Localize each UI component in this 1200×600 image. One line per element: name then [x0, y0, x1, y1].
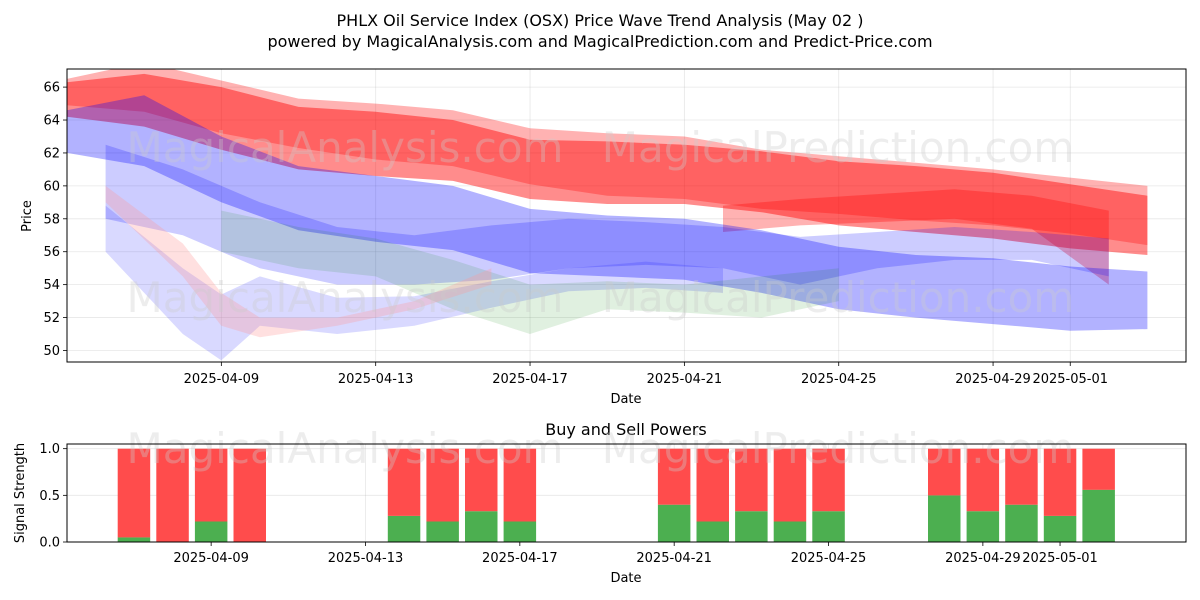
wave-band-red: [67, 69, 1148, 246]
price-y-tick-label: 56: [43, 245, 60, 260]
buy-power-bar: [928, 495, 961, 542]
price-x-axis-label: Date: [610, 392, 641, 407]
price-y-tick-label: 64: [43, 114, 60, 129]
price-x-tick-label: 2025-04-09: [184, 372, 260, 387]
buy-sell-axes: 0.0 0.5 1.0 2025-04-09 2025-04-13 2025-04-17 2…: [39, 442, 1098, 566]
sell-power-bar: [696, 448, 729, 522]
buy-sell-x-tick-label: 2025-04-17: [482, 551, 558, 566]
buy-power-bar: [812, 511, 845, 542]
buy-power-bar: [194, 521, 228, 542]
watermark-analysis-mid: MagicalAnalysis.com: [127, 273, 564, 322]
sell-power-bar: [966, 448, 1000, 512]
sell-power-bar: [387, 448, 421, 516]
chart-title-line1: PHLX Oil Service Index (OSX) Price Wave …: [337, 11, 864, 30]
buy-power-bar: [426, 521, 459, 542]
price-x-tick-label: 2025-04-17: [492, 372, 568, 387]
buy-power-bar: [1005, 504, 1038, 542]
sell-power-bar: [465, 448, 498, 512]
wave-band-red: [723, 189, 1109, 285]
price-x-tick-label: 2025-04-25: [801, 372, 877, 387]
buy-power-bar: [735, 511, 768, 542]
price-plot-frame: [66, 68, 1187, 363]
buy-sell-x-tick-label: 2025-04-25: [791, 551, 867, 566]
buy-sell-y-axis-label: Signal Strength: [13, 443, 28, 543]
price-y-tick-label: 52: [43, 311, 60, 326]
sell-power-bar: [194, 448, 228, 522]
buy-power-bar: [117, 537, 151, 542]
sell-power-bar: [1043, 448, 1077, 516]
sell-power-bar: [812, 448, 845, 512]
buy-power-bar: [657, 504, 691, 542]
buy-sell-x-tick-label: 2025-04-09: [173, 551, 249, 566]
sell-power-bar: [1082, 448, 1115, 490]
price-bands: [67, 69, 1148, 361]
wave-band-pink: [105, 185, 492, 338]
buy-power-bar: [1082, 489, 1115, 542]
buy-sell-x-tick-label: 2025-05-01: [1022, 551, 1098, 566]
chart-title-line2: powered by MagicalAnalysis.com and Magic…: [267, 32, 932, 51]
wave-band-red: [67, 73, 1148, 256]
buy-power-bar: [773, 521, 807, 542]
buy-sell-panel: Buy and Sell Powers MagicalAnalysis.com …: [13, 420, 1187, 586]
price-y-tick-label: 66: [43, 81, 60, 96]
sell-power-bar: [1005, 448, 1038, 505]
buy-sell-y-tick-label: 1.0: [39, 442, 60, 457]
price-y-tick-label: 50: [43, 344, 60, 359]
price-x-tick-label: 2025-04-21: [647, 372, 723, 387]
watermark-prediction-top: MagicalPrediction.com: [602, 123, 1075, 172]
price-x-tick-label: 2025-04-13: [338, 372, 414, 387]
wave-band-blue: [105, 205, 724, 361]
sell-power-bar: [156, 448, 189, 542]
buy-power-bar: [387, 515, 421, 542]
watermark-analysis-top: MagicalAnalysis.com: [127, 123, 564, 172]
sell-power-bar: [233, 448, 266, 542]
price-y-tick-label: 60: [43, 179, 60, 194]
sell-power-bar: [503, 448, 537, 522]
watermark-prediction-bottom: MagicalPrediction.com: [602, 424, 1075, 473]
price-y-tick-label: 58: [43, 212, 60, 227]
buy-power-bar: [966, 511, 1000, 542]
price-x-tick-label: 2025-05-01: [1032, 372, 1108, 387]
buy-sell-title: Buy and Sell Powers: [545, 420, 707, 439]
buy-sell-y-tick-label: 0.5: [39, 489, 60, 504]
sell-power-bar: [735, 448, 768, 512]
price-wave-panel: MagicalAnalysis.com MagicalPrediction.co…: [20, 68, 1187, 407]
price-y-tick-label: 62: [43, 146, 60, 161]
price-axes: 50 52 54 56 58 60 62 64 66 2025-04-09 2025-04-13 20…: [43, 81, 1108, 387]
buy-sell-bars: [117, 448, 1115, 542]
sell-power-bar: [426, 448, 459, 522]
price-y-tick-label: 54: [43, 278, 60, 293]
wave-band-blue: [105, 144, 1109, 285]
buy-sell-x-tick-label: 2025-04-29: [945, 551, 1021, 566]
sell-power-bar: [928, 448, 961, 496]
buy-sell-y-tick-label: 0.0: [39, 536, 60, 551]
buy-sell-x-tick-label: 2025-04-21: [636, 551, 712, 566]
buy-sell-x-axis-label: Date: [610, 571, 641, 586]
buy-power-bar: [503, 521, 537, 542]
watermark-analysis-bottom: MagicalAnalysis.com: [127, 424, 564, 473]
sell-power-bar: [117, 448, 151, 538]
wave-band-green: [221, 210, 839, 334]
sell-power-bar: [773, 448, 807, 522]
price-x-tick-label: 2025-04-29: [955, 372, 1031, 387]
watermark-prediction-mid: MagicalPrediction.com: [602, 273, 1075, 322]
buy-power-bar: [696, 521, 729, 542]
wave-band-blue: [67, 95, 1148, 331]
buy-power-bar: [1043, 515, 1077, 542]
buy-power-bar: [465, 511, 498, 542]
price-y-axis-label: Price: [20, 200, 35, 232]
price-plot-area: [67, 69, 1186, 362]
buy-sell-plot-frame: [66, 443, 1187, 543]
price-grid: [67, 69, 1186, 362]
sell-power-bar: [657, 448, 691, 505]
buy-sell-x-tick-label: 2025-04-13: [328, 551, 404, 566]
